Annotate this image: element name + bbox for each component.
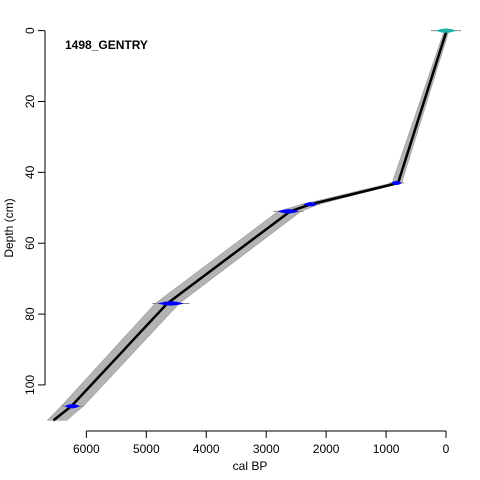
date-marker-1 xyxy=(391,180,402,186)
y-tick-label-5: 100 xyxy=(23,375,37,395)
date-marker-4 xyxy=(157,301,184,306)
x-tick-label-0: 6000 xyxy=(73,442,100,456)
y-axis-title: Depth (cm) xyxy=(2,198,16,257)
x-tick-label-3: 3000 xyxy=(253,442,280,456)
date-marker-0 xyxy=(435,28,457,33)
date-marker-5 xyxy=(64,404,81,409)
axes-layer: 6000 5000 4000 3000 2000 1000 0 0 20 40 60 80 100 xyxy=(23,27,449,456)
x-tick-label-6: 0 xyxy=(443,442,450,456)
x-tick-label-1: 5000 xyxy=(133,442,160,456)
calibrated-dates-layer xyxy=(61,28,462,409)
chart-title: 1498_GENTRY xyxy=(65,38,148,52)
date-marker-2 xyxy=(303,202,318,207)
x-tick-label-5: 1000 xyxy=(373,442,400,456)
y-tick-label-2: 40 xyxy=(23,165,37,179)
x-tick-label-4: 2000 xyxy=(313,442,340,456)
y-tick-label-3: 60 xyxy=(23,236,37,250)
x-tick-label-2: 4000 xyxy=(193,442,220,456)
date-marker-3 xyxy=(277,209,299,214)
x-axis-title: cal BP xyxy=(233,459,268,473)
y-tick-label-4: 80 xyxy=(23,307,37,321)
y-tick-label-0: 0 xyxy=(23,27,37,34)
y-tick-label-1: 20 xyxy=(23,94,37,108)
